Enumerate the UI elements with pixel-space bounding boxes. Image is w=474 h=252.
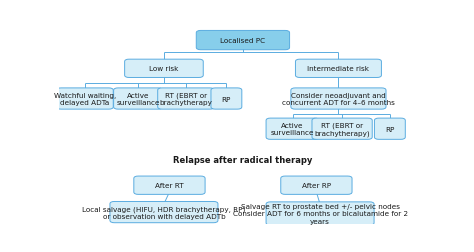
FancyBboxPatch shape	[291, 88, 386, 110]
Text: Local salvage (HIFU, HDR brachytherapy, RP)
or observation with delayed ADTb: Local salvage (HIFU, HDR brachytherapy, …	[82, 205, 246, 219]
FancyBboxPatch shape	[110, 202, 218, 223]
FancyBboxPatch shape	[125, 60, 203, 78]
Text: Active
surveillance: Active surveillance	[117, 92, 160, 106]
Text: RT (EBRT or
brachytherapy): RT (EBRT or brachytherapy)	[314, 122, 370, 136]
Text: After RP: After RP	[302, 182, 331, 188]
Text: Watchful waiting,
delayed ADTa: Watchful waiting, delayed ADTa	[54, 92, 116, 106]
Text: RP: RP	[222, 96, 231, 102]
FancyBboxPatch shape	[211, 88, 242, 110]
FancyBboxPatch shape	[295, 60, 382, 78]
FancyBboxPatch shape	[374, 119, 405, 140]
Text: Salvage RT to prostate bed +/- pelvic nodes
Consider ADT for 6 months or bicalut: Salvage RT to prostate bed +/- pelvic no…	[233, 203, 408, 224]
Text: Intermediate risk: Intermediate risk	[308, 66, 369, 72]
FancyBboxPatch shape	[266, 202, 374, 225]
Text: RP: RP	[385, 126, 394, 132]
FancyBboxPatch shape	[114, 88, 163, 110]
Text: After RT: After RT	[155, 182, 184, 188]
FancyBboxPatch shape	[196, 31, 290, 50]
FancyBboxPatch shape	[312, 119, 372, 140]
FancyBboxPatch shape	[281, 176, 352, 195]
FancyBboxPatch shape	[134, 176, 205, 195]
Text: RT (EBRT or
brachytherapy: RT (EBRT or brachytherapy	[160, 92, 212, 106]
Text: Localised PC: Localised PC	[220, 38, 265, 44]
Text: Low risk: Low risk	[149, 66, 179, 72]
FancyBboxPatch shape	[57, 88, 113, 110]
Text: Consider neoadjuvant and
concurrent ADT for 4–6 months: Consider neoadjuvant and concurrent ADT …	[282, 92, 395, 106]
FancyBboxPatch shape	[266, 119, 319, 140]
FancyBboxPatch shape	[158, 88, 214, 110]
Text: Active
surveillance: Active surveillance	[271, 123, 314, 136]
Text: Relapse after radical therapy: Relapse after radical therapy	[173, 156, 313, 165]
